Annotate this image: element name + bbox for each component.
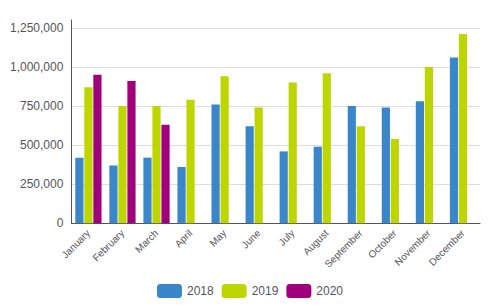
svg-text:2020: 2020 bbox=[316, 284, 343, 298]
svg-text:2018: 2018 bbox=[187, 284, 214, 298]
svg-text:October: October bbox=[366, 227, 399, 260]
svg-text:0: 0 bbox=[57, 216, 64, 230]
svg-text:September: September bbox=[322, 227, 365, 270]
svg-text:August: August bbox=[301, 227, 331, 257]
svg-text:January: January bbox=[59, 227, 92, 260]
svg-text:November: November bbox=[392, 227, 433, 268]
svg-text:250,000: 250,000 bbox=[20, 177, 64, 191]
svg-text:1,250,000: 1,250,000 bbox=[10, 21, 64, 35]
svg-text:December: December bbox=[427, 227, 468, 268]
svg-text:May: May bbox=[207, 227, 228, 248]
svg-text:2019: 2019 bbox=[252, 284, 279, 298]
svg-text:750,000: 750,000 bbox=[20, 99, 64, 113]
svg-text:April: April bbox=[173, 227, 195, 249]
svg-text:500,000: 500,000 bbox=[20, 138, 64, 152]
svg-text:February: February bbox=[90, 227, 126, 263]
svg-text:July: July bbox=[276, 227, 296, 247]
svg-text:March: March bbox=[133, 227, 160, 254]
svg-text:1,000,000: 1,000,000 bbox=[10, 60, 64, 74]
svg-text:June: June bbox=[239, 227, 262, 250]
